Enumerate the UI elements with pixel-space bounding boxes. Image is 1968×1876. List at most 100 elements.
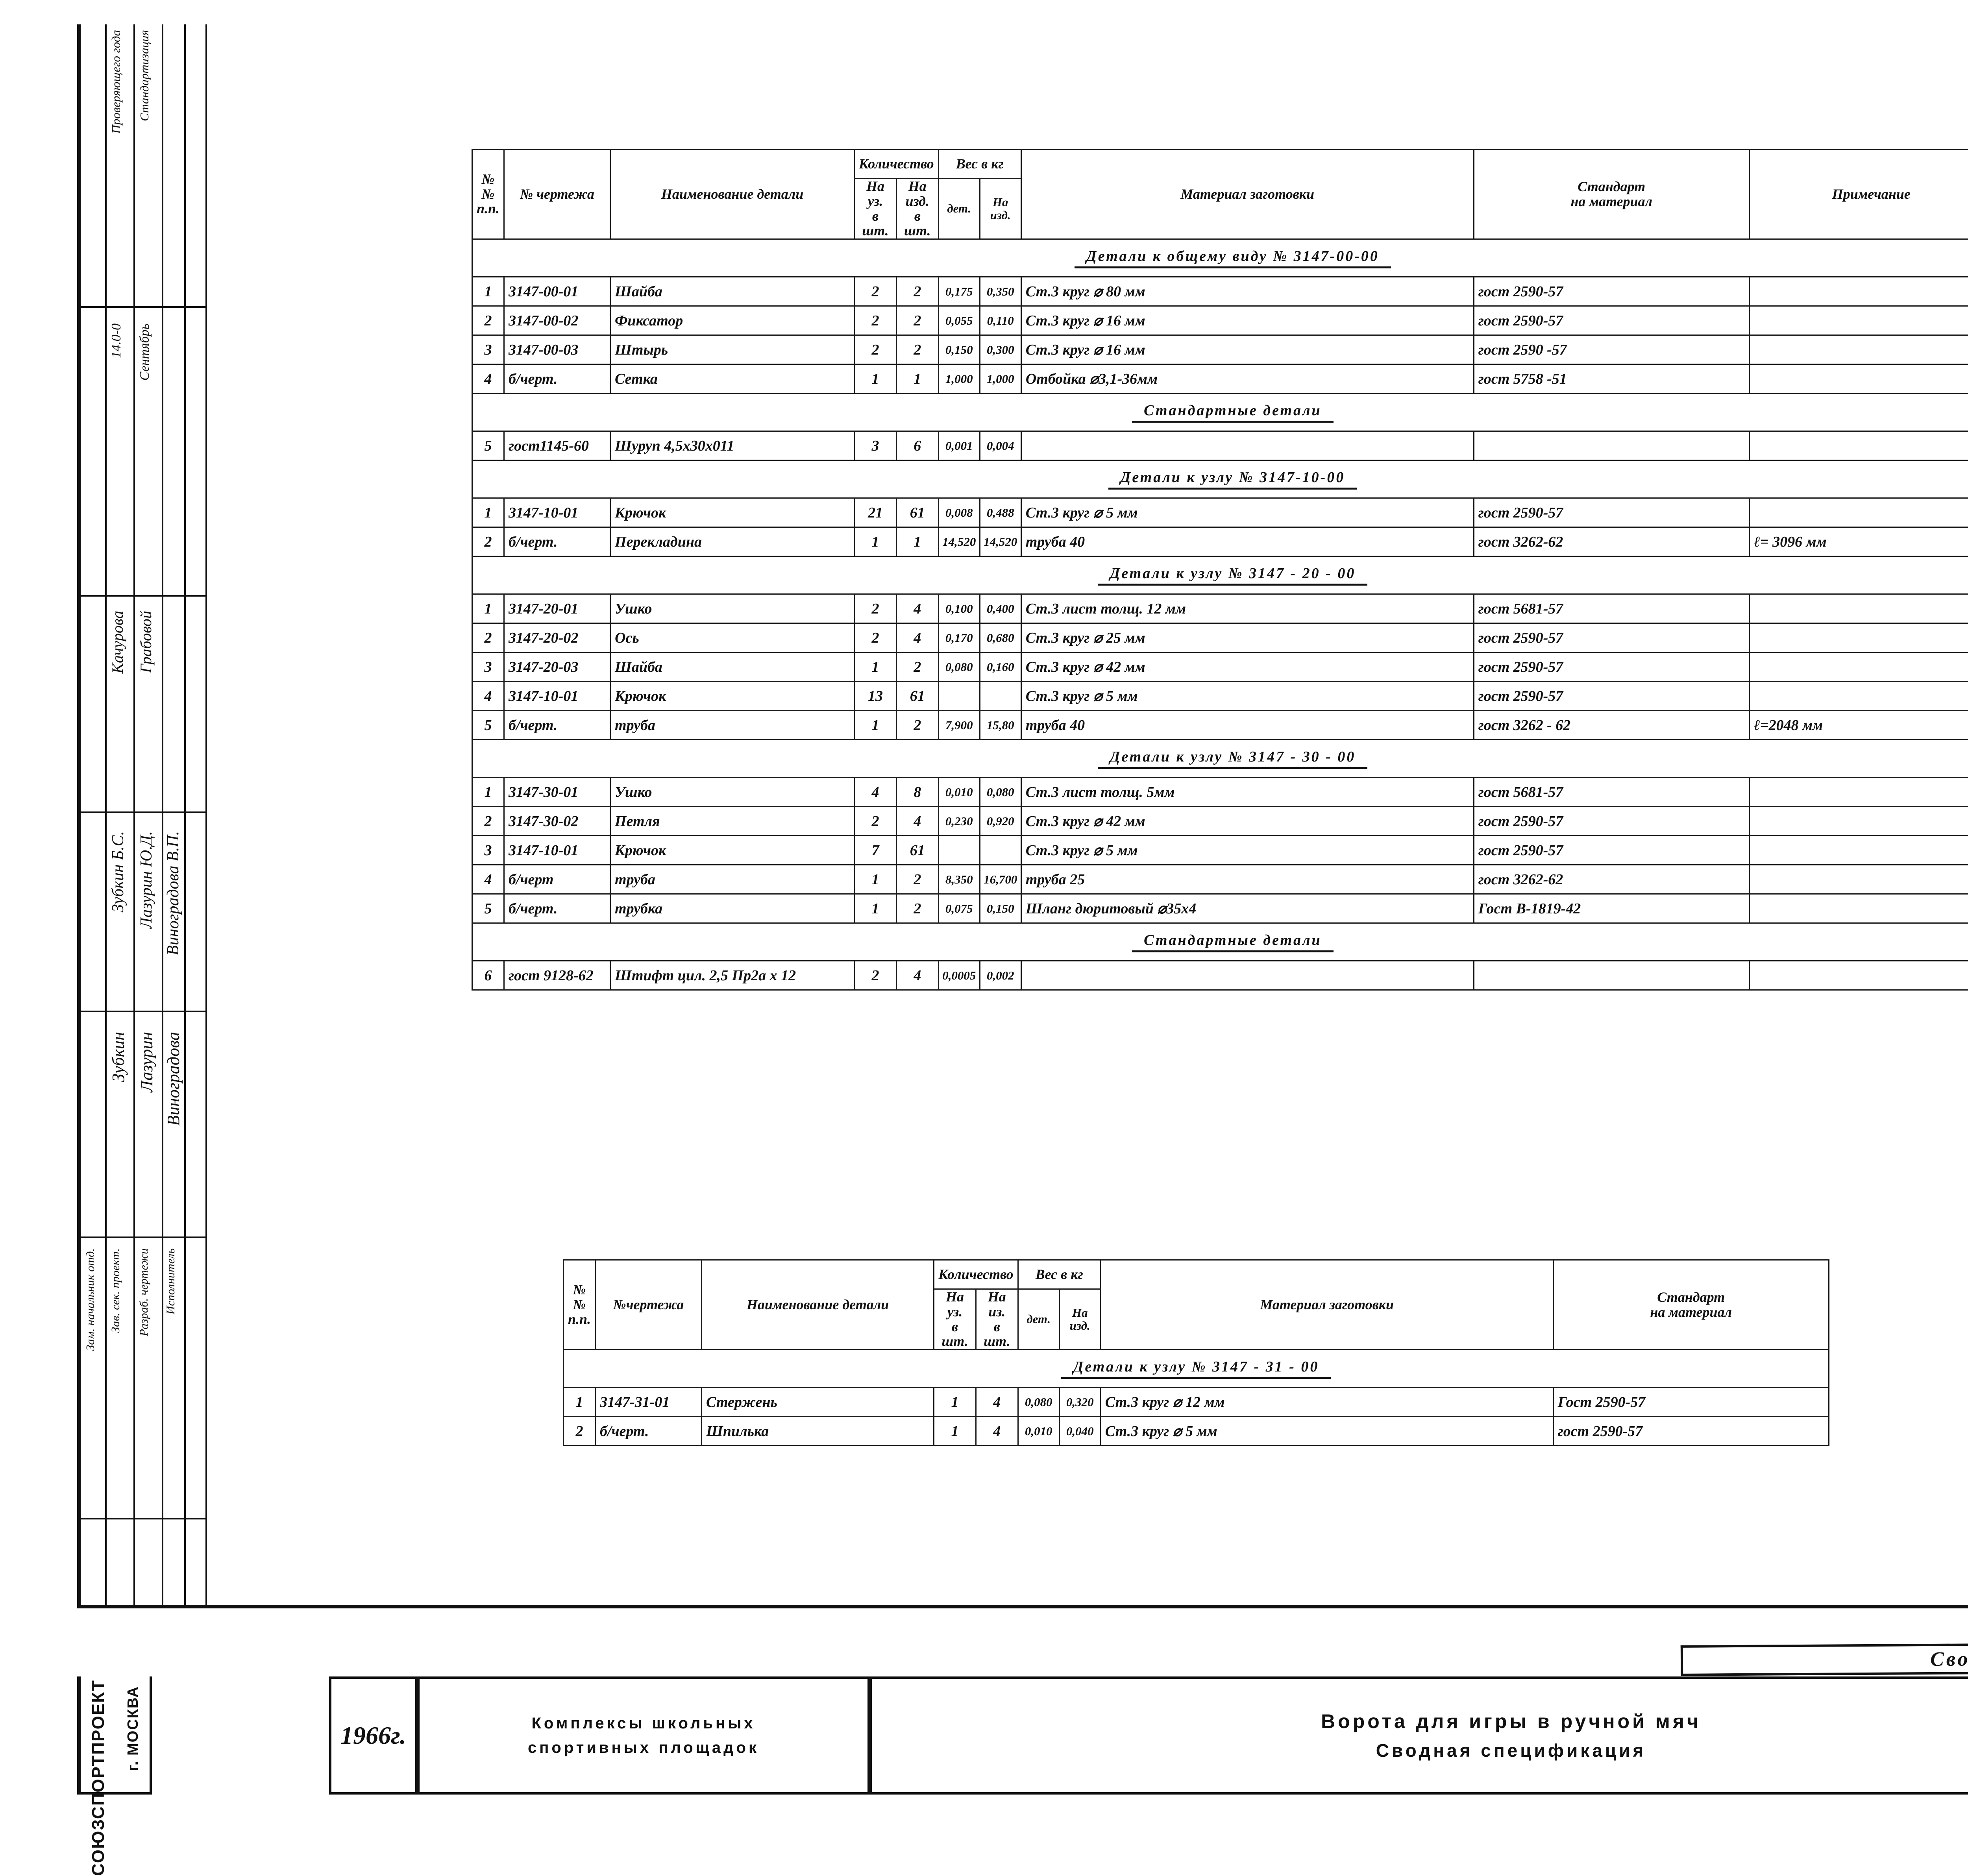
cell-material [1021,961,1474,990]
cell-qty-item: 1 [896,364,938,394]
cell-weight-det: 0,080 [1018,1388,1059,1417]
cell-qty-unit: 4 [855,778,897,807]
cell-standard: гост 2590 -57 [1474,335,1749,364]
group-title: Детали к узлу № 3147 - 20 - 00 [472,556,1968,594]
cell-num: 2 [472,527,504,556]
cell-standard: Гост 2590-57 [1553,1388,1829,1417]
cell-part-name: Петля [610,807,855,836]
cell-qty-unit: 2 [855,335,897,364]
cell-weight-det: 0,010 [1018,1417,1059,1446]
cell-weight-izd: 0,004 [980,431,1021,460]
cell-note: ℓ= 3096 мм [1749,527,1968,556]
sidebar-checker-1: Качурова [110,611,126,673]
cell-part-name: Фиксатор [610,306,855,335]
cell-material: Ст.3 круг ⌀ 12 мм [1101,1388,1553,1417]
cell-note [1749,594,1968,623]
group-title-text: Детали к общему виду № 3147-00-00 [1075,248,1391,268]
header-part-name: Наименование детали [610,150,855,239]
cell-weight-izd: 0,400 [980,594,1021,623]
cell-num: 1 [472,277,504,306]
cell-standard: гост 2590-57 [1474,306,1749,335]
cell-drawing: гост1145-60 [504,431,610,460]
cell-qty-unit: 2 [855,807,897,836]
title-block-object: Комплексы школьных спортивных площадок [417,1676,870,1795]
left-frame-sidebar: Проверяющего года Стандартизация 14.0-0 … [77,24,207,1606]
header-qty-per-item: На изд. в шт. [896,179,938,239]
cell-standard: гост 3262-62 [1474,527,1749,556]
cell-standard: гост 2590-57 [1474,652,1749,682]
sidebar-date-mark-2: Сентябрь [138,323,152,381]
cell-note [1749,865,1968,894]
cell-standard: гост 2590-57 [1474,498,1749,527]
cell-part-name: Перекладина [610,527,855,556]
cell-drawing: 3147-00-01 [504,277,610,306]
cell-standard: Гост В-1819-42 [1474,894,1749,923]
cell-standard [1474,431,1749,460]
sidebar-hline-4 [81,1011,205,1012]
cell-weight-det [938,682,980,711]
cell-num: 1 [472,594,504,623]
cell-material: Ст.3 лист толщ. 5мм [1021,778,1474,807]
group-title-text: Детали к узлу № 3147 - 20 - 00 [1098,565,1367,586]
header-notes: Примечание [1749,150,1968,239]
table2-header-row-top: №№ п.п. №чертежа Наименование детали Кол… [564,1260,1829,1289]
group-title-row: Стандартные детали [472,394,1968,431]
sidebar-role-1: Зам. начальник отд. [85,1248,96,1351]
cell-weight-det: 0,008 [938,498,980,527]
cell-standard: гост 3262-62 [1474,865,1749,894]
header-qty-group: Количество [855,150,939,179]
cell-standard: гост 5681-57 [1474,778,1749,807]
sidebar-checker-2: Грабовой [138,611,154,673]
cell-num: 5 [472,431,504,460]
cell-part-name: Штифт цил. 2,5 Пр2а х 12 [610,961,855,990]
cell-weight-det: 0,075 [938,894,980,923]
sidebar-hline-2 [81,595,205,597]
cell-qty-unit: 13 [855,682,897,711]
cell-qty-item: 2 [896,306,938,335]
cell-note [1749,807,1968,836]
drawing-title-line-1: Ворота для игры в ручной мяч [1321,1706,1701,1737]
object-line-2: спортивных площадок [528,1736,759,1760]
cell-qty-unit: 1 [934,1388,976,1417]
header2-num: №№ п.п. [564,1260,596,1350]
cell-note [1749,431,1968,460]
cell-weight-izd: 0,040 [1059,1417,1101,1446]
cell-drawing: 3147-30-02 [504,807,610,836]
cell-qty-unit: 2 [855,623,897,652]
cell-material: Ст.3 круг ⌀ 42 мм [1021,807,1474,836]
cell-drawing: 3147-20-02 [504,623,610,652]
sidebar-divider-2 [133,24,135,1606]
sidebar-col-label-1: Проверяющего года [110,30,122,134]
cell-drawing: 3147-10-01 [504,682,610,711]
cell-standard: гост 5758 -51 [1474,364,1749,394]
cell-note: ℓ=2048 мм [1749,711,1968,740]
cell-weight-izd: 15,80 [980,711,1021,740]
cell-drawing: б/черт. [504,364,610,394]
cell-part-name: Ушко [610,594,855,623]
cell-qty-item: 2 [896,865,938,894]
header2-qty-per-item: На из. в шт. [976,1289,1018,1350]
cell-material: Ст.3 круг ⌀ 42 мм [1021,652,1474,682]
cell-part-name: труба [610,865,855,894]
cell-standard: гост 5681-57 [1474,594,1749,623]
group-title-text: Стандартные детали [1132,402,1334,423]
group-title-row: Детали к узлу № 3147 - 20 - 00 [472,556,1968,594]
header-standard: Стандарт на материал [1474,150,1749,239]
cell-qty-item: 8 [896,778,938,807]
header2-material: Материал заготовки [1101,1260,1553,1350]
cell-material: Шланг дюритовый ⌀35х4 [1021,894,1474,923]
cell-weight-det: 0,230 [938,807,980,836]
group-title-row: Детали к узлу № 3147-10-00 [472,460,1968,498]
cell-material: Ст.3 круг ⌀ 5 мм [1021,682,1474,711]
sidebar-name-2: Лазурин Ю.Д. [138,831,155,929]
cell-qty-item: 2 [896,652,938,682]
cell-weight-izd: 14,520 [980,527,1021,556]
cell-num: 3 [472,335,504,364]
